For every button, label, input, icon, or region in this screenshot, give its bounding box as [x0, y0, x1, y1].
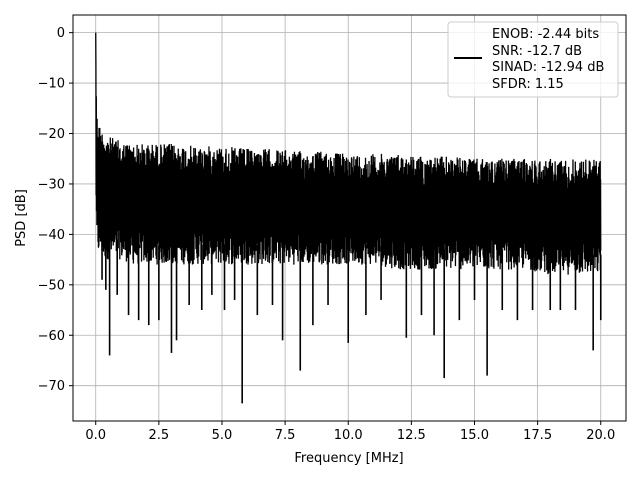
x-tick-label: 5.0: [212, 428, 233, 443]
x-tick-label: 12.5: [397, 428, 426, 443]
y-axis-ticks: 0 −10 −20 −30 −40 −50 −60 −70: [38, 26, 73, 394]
x-tick-label: 2.5: [149, 428, 170, 443]
y-axis-label: PSD [dB]: [14, 189, 29, 247]
x-tick-label: 15.0: [460, 428, 489, 443]
y-tick-label: −60: [38, 329, 65, 344]
x-axis-label: Frequency [MHz]: [294, 451, 403, 466]
y-tick-label: −70: [38, 379, 65, 394]
legend-box: [447, 21, 619, 98]
y-tick-label: −30: [38, 177, 65, 192]
x-tick-label: 17.5: [523, 428, 552, 443]
axes-frame: [72, 14, 627, 422]
x-axis-ticks: 0.0 2.5 5.0 7.5 10.0 12.5 15.0 17.5 20.0: [85, 421, 615, 443]
x-tick-label: 20.0: [586, 428, 615, 443]
y-tick-label: −20: [38, 127, 65, 142]
legend-sinad: SINAD: -12.94 dB: [492, 60, 604, 75]
legend-snr: SNR: -12.7 dB: [492, 44, 582, 59]
legend-enob: ENOB: -2.44 bits: [492, 27, 599, 42]
x-tick-label: 0.0: [85, 428, 106, 443]
y-tick-label: 0: [57, 26, 65, 41]
y-tick-label: −50: [38, 278, 65, 293]
x-tick-label: 7.5: [275, 428, 296, 443]
legend-sfdr: SFDR: 1.15: [492, 77, 564, 92]
x-tick-label: 10.0: [334, 428, 363, 443]
y-tick-label: −10: [38, 77, 65, 92]
legend: ENOB: -2.44 bits SNR: -12.7 dB SINAD: -1…: [447, 21, 619, 98]
plot-area: [95, 32, 602, 404]
y-tick-label: −40: [38, 228, 65, 243]
